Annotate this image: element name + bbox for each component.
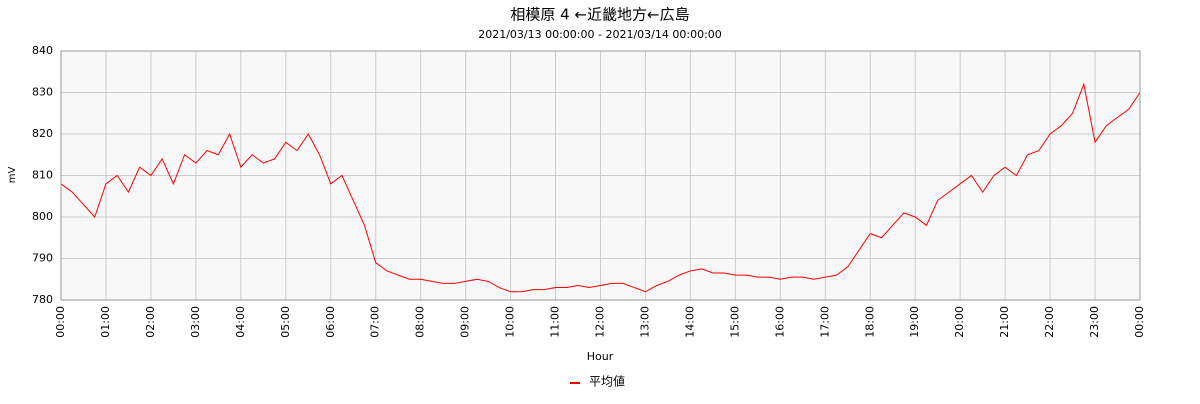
y-tick-label: 810 (32, 169, 53, 182)
x-tick-label: 18:00 (863, 306, 876, 338)
chart-title: 相模原 4 ←近畿地方←広島 (510, 6, 689, 24)
x-tick-label: 02:00 (144, 306, 157, 338)
y-tick-label: 780 (32, 293, 53, 306)
x-tick-label: 09:00 (459, 306, 472, 338)
plot-border (60, 50, 1141, 301)
x-tick-label: 21:00 (998, 306, 1011, 338)
x-tick-label: 08:00 (414, 306, 427, 338)
x-tick-label: 20:00 (953, 306, 966, 338)
x-tick-label: 15:00 (728, 306, 741, 338)
x-tick-label: 22:00 (1043, 306, 1056, 338)
x-tick-label: 13:00 (638, 306, 651, 338)
x-tick-label: 00:00 (54, 306, 67, 338)
x-tick-label: 05:00 (279, 306, 292, 338)
x-tick-label: 03:00 (189, 306, 202, 338)
x-tick-label: 23:00 (1088, 306, 1101, 338)
x-tick-label: 07:00 (369, 306, 382, 338)
x-tick-label: 01:00 (99, 306, 112, 338)
line-series (60, 82, 1141, 293)
y-tick-label: 830 (32, 86, 53, 99)
y-axis-label: mV (7, 167, 18, 184)
x-tick-label: 16:00 (773, 306, 786, 338)
y-tick-label: 790 (32, 252, 53, 265)
y-tick-label: 840 (32, 44, 53, 57)
legend-label: 平均値 (589, 374, 625, 389)
x-tick-label: 00:00 (1133, 306, 1146, 338)
y-tick-label: 800 (32, 210, 53, 223)
x-tick-label: 12:00 (594, 306, 607, 338)
x-tick-label: 10:00 (504, 306, 517, 338)
x-tick-label: 04:00 (234, 306, 247, 338)
x-tick-label: 11:00 (549, 306, 562, 338)
chart-subtitle: 2021/03/13 00:00:00 - 2021/03/14 00:00:0… (478, 28, 722, 41)
y-tick-label: 820 (32, 127, 53, 140)
x-tick-label: 17:00 (818, 306, 831, 338)
marks (60, 82, 1141, 293)
x-tick-label: 19:00 (908, 306, 921, 338)
x-tick-label: 06:00 (324, 306, 337, 338)
x-tick-label: 14:00 (683, 306, 696, 338)
x-axis-label: Hour (587, 350, 614, 363)
